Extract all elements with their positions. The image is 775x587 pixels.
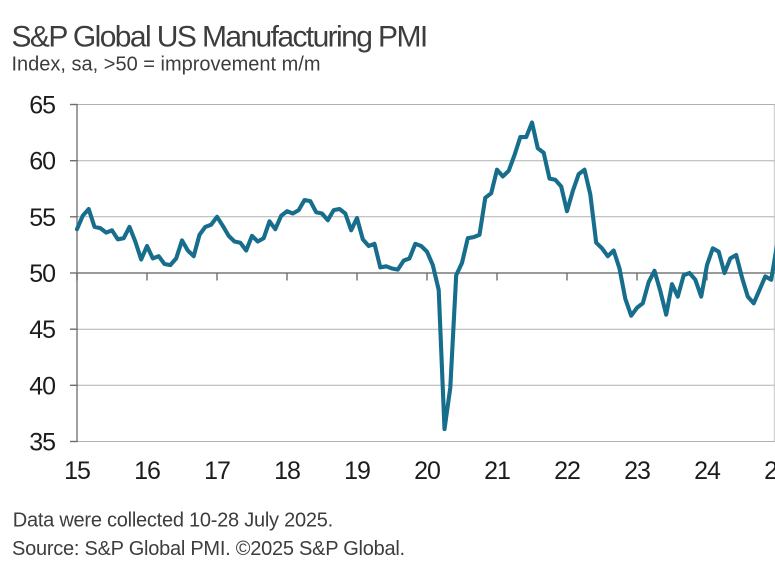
svg-text:23: 23	[624, 457, 650, 485]
svg-text:25: 25	[764, 457, 775, 485]
svg-text:16: 16	[134, 457, 160, 485]
svg-text:35: 35	[29, 429, 55, 457]
svg-text:20: 20	[414, 457, 440, 485]
svg-text:40: 40	[29, 372, 55, 400]
svg-text:17: 17	[204, 457, 230, 485]
svg-text:Data were collected 10-28 July: Data were collected 10-28 July 2025.	[13, 509, 333, 531]
svg-text:19: 19	[344, 457, 370, 485]
svg-text:50: 50	[29, 260, 55, 288]
svg-text:60: 60	[29, 148, 55, 176]
svg-text:24: 24	[694, 457, 721, 485]
svg-text:18: 18	[274, 457, 300, 485]
svg-text:65: 65	[29, 92, 55, 120]
svg-text:21: 21	[484, 457, 510, 485]
svg-text:15: 15	[64, 457, 90, 485]
svg-text:55: 55	[29, 204, 55, 232]
svg-text:Index, sa, >50 = improvement m: Index, sa, >50 = improvement m/m	[12, 53, 321, 75]
svg-text:S&P Global US Manufacturing PM: S&P Global US Manufacturing PMI	[12, 21, 427, 54]
svg-text:45: 45	[29, 316, 55, 344]
svg-text:Source: S&P Global PMI. ©2025: Source: S&P Global PMI. ©2025 S&P Global…	[12, 538, 405, 560]
svg-text:22: 22	[554, 457, 580, 485]
